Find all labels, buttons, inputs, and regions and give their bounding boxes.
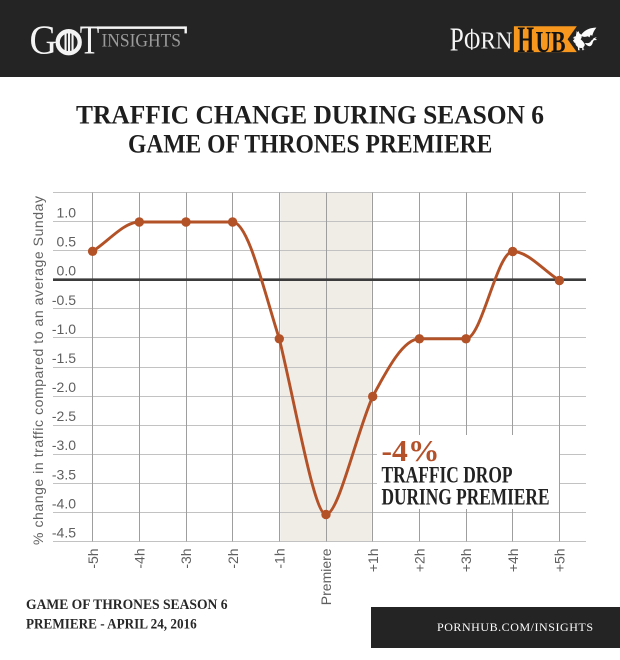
svg-text:H: H: [518, 20, 535, 61]
svg-text:-1h: -1h: [272, 548, 288, 568]
svg-text:+1h: +1h: [365, 548, 381, 572]
svg-text:DURING PREMIERE: DURING PREMIERE: [382, 485, 550, 510]
svg-text:-1.0: -1.0: [52, 321, 76, 337]
svg-text:-2h: -2h: [225, 548, 241, 568]
svg-text:-2.0: -2.0: [52, 379, 76, 395]
svg-text:Premiere: Premiere: [318, 548, 334, 605]
svg-text:TRAFFIC DROP: TRAFFIC DROP: [382, 463, 513, 488]
svg-text:INSIGHTS: INSIGHTS: [102, 31, 182, 51]
svg-text:T: T: [80, 17, 100, 63]
svg-text:-2.5: -2.5: [52, 408, 76, 424]
svg-text:1.0: 1.0: [57, 205, 77, 221]
svg-text:-4.0: -4.0: [52, 495, 76, 511]
svg-text:% change in traffic compared t: % change in traffic compared to an avera…: [30, 196, 46, 545]
svg-text:-4h: -4h: [132, 548, 148, 568]
svg-text:-1.5: -1.5: [52, 350, 76, 366]
svg-text:0.0: 0.0: [57, 263, 77, 279]
svg-text:UB: UB: [536, 25, 566, 59]
svg-text:-5h: -5h: [85, 548, 101, 568]
svg-text:P: P: [450, 21, 464, 58]
svg-text:PORNHUB.COM/INSIGHTS: PORNHUB.COM/INSIGHTS: [437, 620, 593, 634]
svg-text:PREMIERE - APRIL 24, 2016: PREMIERE - APRIL 24, 2016: [26, 617, 197, 633]
svg-text:G: G: [30, 17, 58, 63]
svg-text:-4%: -4%: [382, 433, 440, 468]
svg-text:-3.0: -3.0: [52, 437, 76, 453]
svg-text:-0.5: -0.5: [52, 292, 76, 308]
svg-text:TRAFFIC CHANGE DURING SEASON 6: TRAFFIC CHANGE DURING SEASON 6: [76, 100, 544, 129]
svg-text:-3.5: -3.5: [52, 466, 76, 482]
svg-text:+5h: +5h: [552, 548, 568, 572]
svg-text:+2h: +2h: [412, 548, 428, 572]
svg-text:-4.5: -4.5: [52, 525, 76, 541]
svg-text:+4h: +4h: [505, 548, 521, 572]
svg-text:+3h: +3h: [458, 548, 474, 572]
svg-text:0.5: 0.5: [57, 234, 77, 250]
svg-text:GAME OF THRONES PREMIERE: GAME OF THRONES PREMIERE: [128, 130, 492, 159]
svg-text:GAME OF THRONES SEASON 6: GAME OF THRONES SEASON 6: [26, 597, 228, 613]
svg-text:-3h: -3h: [178, 548, 194, 568]
